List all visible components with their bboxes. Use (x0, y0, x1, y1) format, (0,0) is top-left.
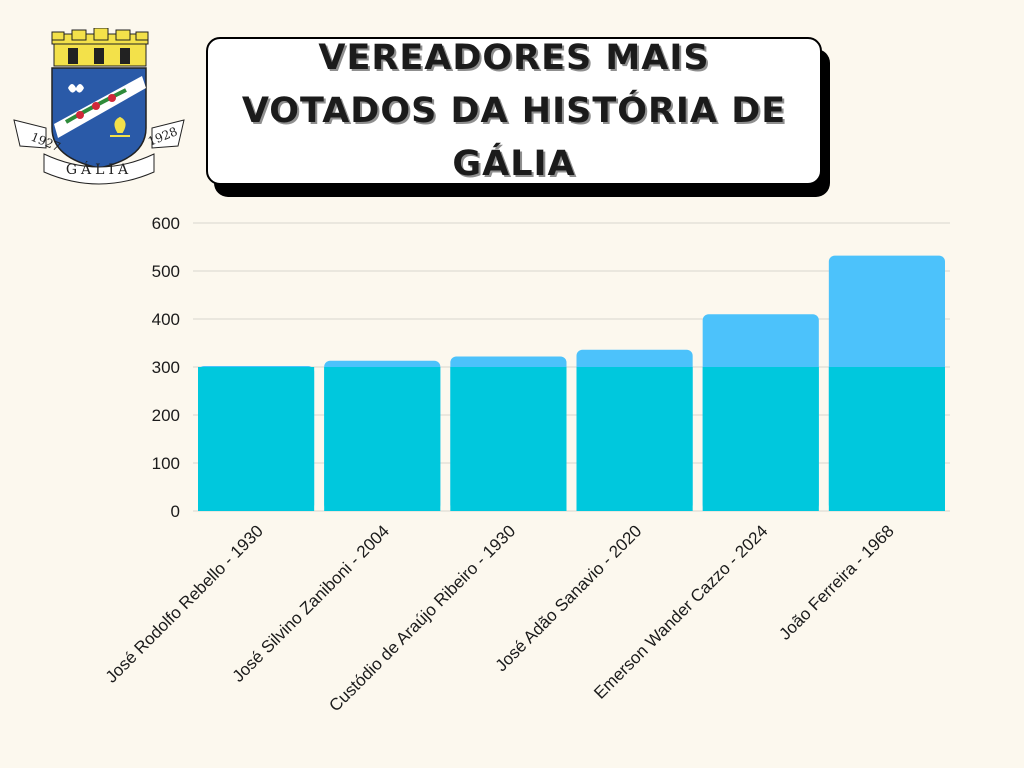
bar-base-segment (450, 367, 567, 511)
y-tick-label: 100 (152, 454, 180, 473)
y-tick-label: 500 (152, 262, 180, 281)
y-tick-label: 0 (171, 502, 180, 521)
page-title: VEREADORES MAIS VOTADOS DA HISTÓRIA DE G… (241, 37, 787, 184)
ribbon-icon (13, 119, 185, 185)
bars (198, 255, 945, 511)
bar-4 (576, 349, 693, 511)
logo-name: GÁLIA (66, 160, 132, 178)
bar-2 (324, 360, 441, 511)
bar-base-segment (828, 367, 945, 511)
y-tick-label: 300 (152, 358, 180, 377)
bar-5 (702, 314, 819, 511)
y-tick-label: 600 (152, 214, 180, 233)
x-category-label: José Adão Sanavio - 2020 (492, 521, 646, 675)
bar-3 (450, 356, 567, 511)
bar-base-segment (324, 367, 441, 511)
title-box: VEREADORES MAIS VOTADOS DA HISTÓRIA DE G… (206, 37, 822, 185)
bar-base-segment (702, 367, 819, 511)
crown-icon (51, 28, 149, 67)
y-tick-label: 400 (152, 310, 180, 329)
bar-base-segment (198, 367, 315, 511)
galia-coat-of-arms-logo: 1927 1928 GÁLIA (13, 28, 185, 185)
shield-icon (51, 67, 147, 169)
y-axis-ticks: 0 100 200 300 400 500 600 (152, 214, 180, 521)
bar-1 (198, 366, 315, 511)
x-category-label: João Ferreira - 1968 (775, 521, 897, 643)
bar-6 (828, 255, 945, 511)
bar-base-segment (576, 367, 693, 511)
gridlines (193, 222, 950, 512)
y-tick-label: 200 (152, 406, 180, 425)
